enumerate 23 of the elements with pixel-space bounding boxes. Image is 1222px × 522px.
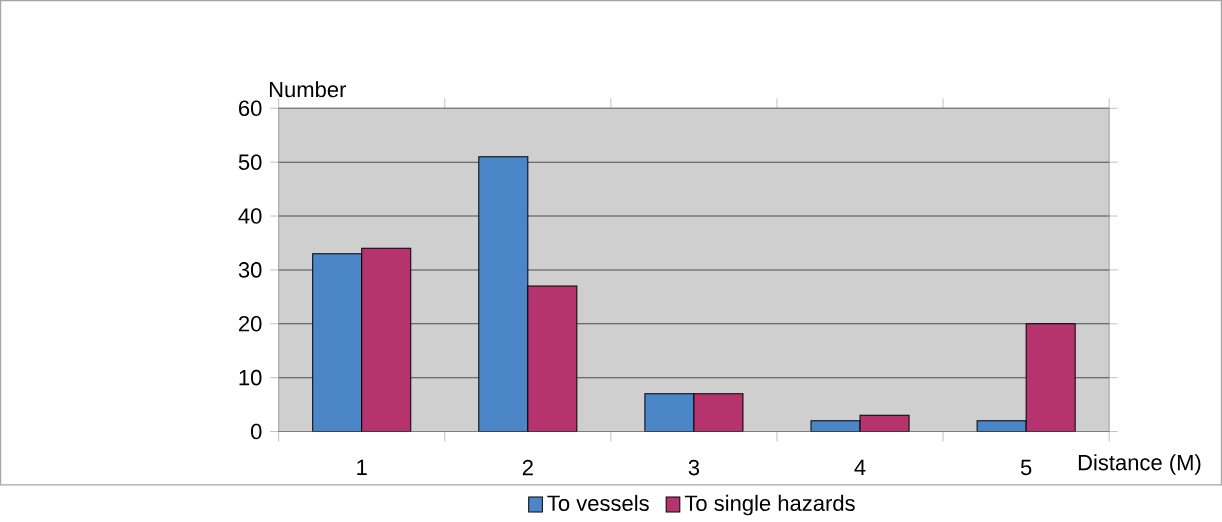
- bar: [361, 247, 412, 432]
- y-tick-label: 40: [238, 208, 262, 224]
- x-tick-label: 2: [522, 459, 533, 476]
- bar: [478, 156, 529, 432]
- y-tick-label: 30: [238, 262, 262, 278]
- x-axis-title: Distance (M): [1078, 454, 1201, 475]
- legend-label: To vessels: [547, 494, 649, 511]
- y-tick-label: 50: [238, 154, 262, 170]
- bar: [1025, 323, 1076, 432]
- bar: [527, 285, 578, 432]
- x-tick-label: 3: [688, 459, 700, 476]
- legend-label: To single hazards: [684, 494, 855, 516]
- bar: [312, 253, 363, 432]
- y-tick-label: 60: [239, 100, 262, 117]
- y-tick-label: 20: [238, 315, 262, 332]
- bar: [644, 393, 695, 432]
- y-tick-label: 0: [250, 423, 262, 440]
- y-tick-label: 10: [239, 369, 262, 386]
- x-tick-label: 4: [854, 459, 866, 475]
- x-tick-label: 1: [357, 459, 367, 475]
- bar: [693, 393, 744, 432]
- y-axis-title: Number: [269, 81, 347, 98]
- x-tick-label: 5: [1020, 459, 1032, 476]
